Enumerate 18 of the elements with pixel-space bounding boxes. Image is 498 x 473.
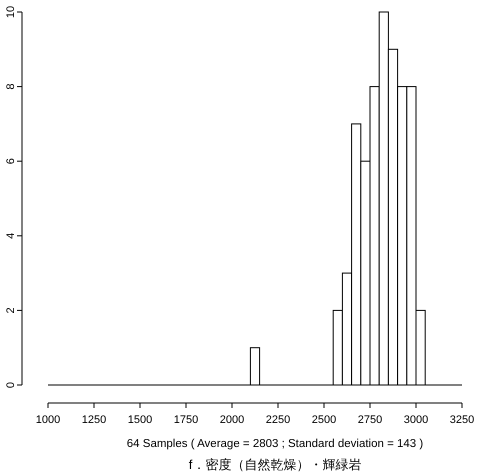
x-tick-label: 1750 <box>174 414 198 426</box>
text: f．密度（自然乾燥）・輝緑岩 <box>188 457 362 472</box>
x-tick-label: 2000 <box>220 414 244 426</box>
y-tick-label: 0 <box>5 382 17 388</box>
x-tick-label: 3250 <box>450 414 474 426</box>
x-tick-label: 3000 <box>404 414 428 426</box>
y-tick-label: 4 <box>5 232 17 239</box>
y-tick-label: 10 <box>5 6 17 18</box>
x-tick-label: 2750 <box>358 414 382 426</box>
x-tick-label: 2500 <box>312 414 336 426</box>
x-tick-label: 2250 <box>266 414 290 426</box>
y-tick-label: 2 <box>5 307 17 314</box>
x-tick-label: 1250 <box>82 414 106 426</box>
x-tick-label: 1500 <box>128 414 152 426</box>
x-axis-title: 64 Samples ( Average = 2803 ; Standard deviation = 143 ) <box>126 438 424 450</box>
y-tick-label: 6 <box>5 158 17 164</box>
y-tick-label: 8 <box>5 84 17 90</box>
x-tick-label: 1000 <box>36 414 60 426</box>
